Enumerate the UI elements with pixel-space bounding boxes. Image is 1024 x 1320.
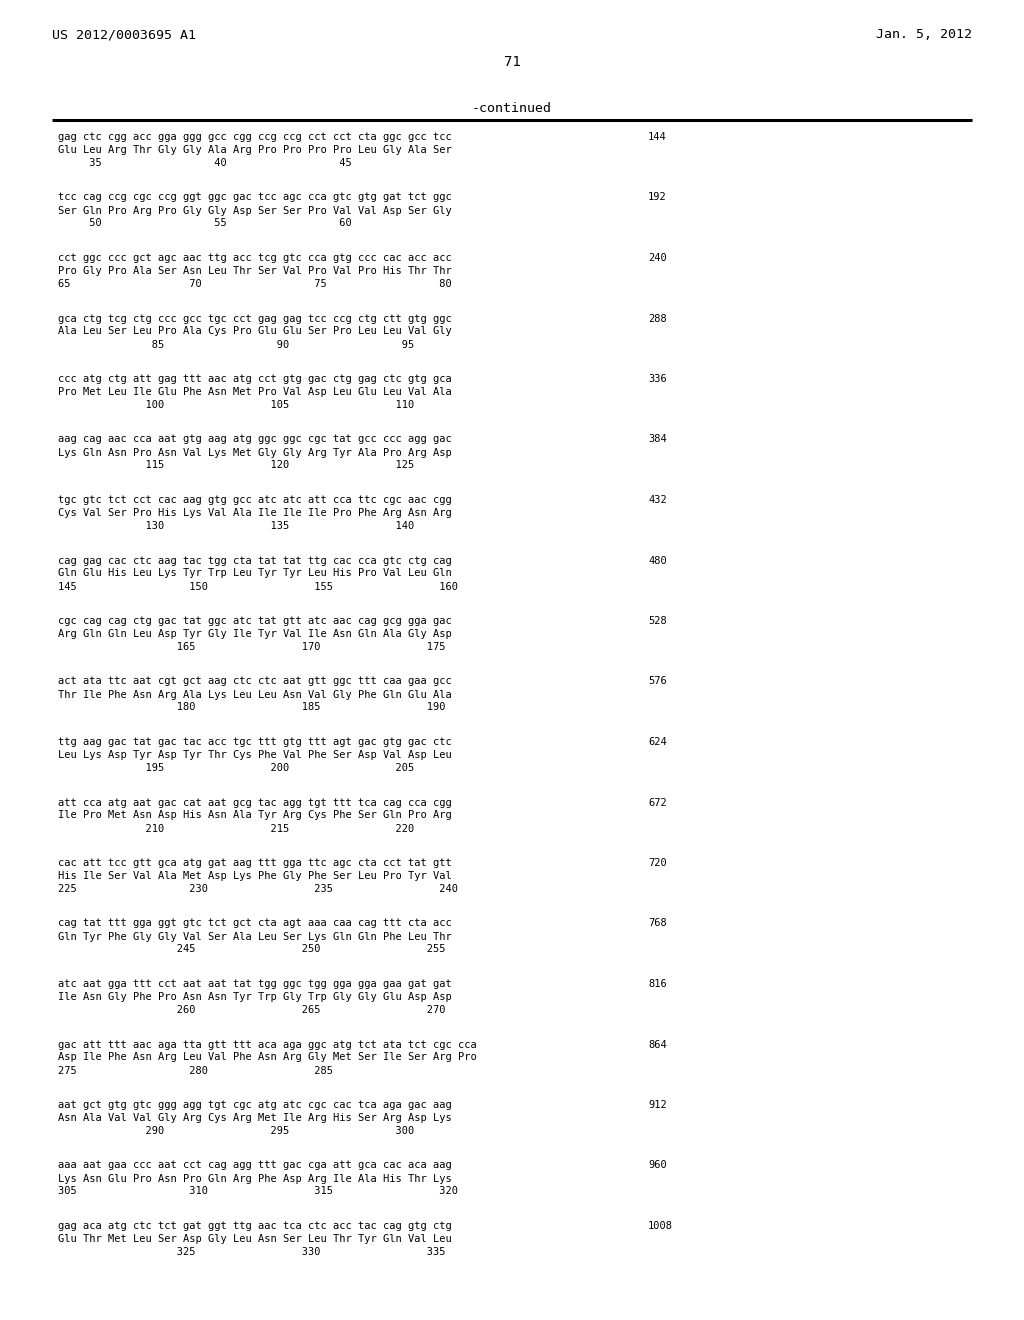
- Text: cag tat ttt gga ggt gtc tct gct cta agt aaa caa cag ttt cta acc: cag tat ttt gga ggt gtc tct gct cta agt …: [58, 919, 452, 928]
- Text: 480: 480: [648, 556, 667, 565]
- Text: cct ggc ccc gct agc aac ttg acc tcg gtc cca gtg ccc cac acc acc: cct ggc ccc gct agc aac ttg acc tcg gtc …: [58, 253, 452, 263]
- Text: Jan. 5, 2012: Jan. 5, 2012: [876, 28, 972, 41]
- Text: Cys Val Ser Pro His Lys Val Ala Ile Ile Ile Pro Phe Arg Asn Arg: Cys Val Ser Pro His Lys Val Ala Ile Ile …: [58, 508, 452, 517]
- Text: gca ctg tcg ctg ccc gcc tgc cct gag gag tcc ccg ctg ctt gtg ggc: gca ctg tcg ctg ccc gcc tgc cct gag gag …: [58, 314, 452, 323]
- Text: 432: 432: [648, 495, 667, 506]
- Text: 210                 215                 220: 210 215 220: [58, 824, 415, 833]
- Text: 720: 720: [648, 858, 667, 869]
- Text: 192: 192: [648, 193, 667, 202]
- Text: 115                 120                 125: 115 120 125: [58, 461, 415, 470]
- Text: 195                 200                 205: 195 200 205: [58, 763, 415, 774]
- Text: Glu Thr Met Leu Ser Asp Gly Leu Asn Ser Leu Thr Tyr Gln Val Leu: Glu Thr Met Leu Ser Asp Gly Leu Asn Ser …: [58, 1234, 452, 1243]
- Text: att cca atg aat gac cat aat gcg tac agg tgt ttt tca cag cca cgg: att cca atg aat gac cat aat gcg tac agg …: [58, 797, 452, 808]
- Text: cgc cag cag ctg gac tat ggc atc tat gtt atc aac cag gcg gga gac: cgc cag cag ctg gac tat ggc atc tat gtt …: [58, 616, 452, 626]
- Text: Arg Gln Gln Leu Asp Tyr Gly Ile Tyr Val Ile Asn Gln Ala Gly Asp: Arg Gln Gln Leu Asp Tyr Gly Ile Tyr Val …: [58, 630, 452, 639]
- Text: 336: 336: [648, 374, 667, 384]
- Text: cac att tcc gtt gca atg gat aag ttt gga ttc agc cta cct tat gtt: cac att tcc gtt gca atg gat aag ttt gga …: [58, 858, 452, 869]
- Text: 816: 816: [648, 979, 667, 989]
- Text: 71: 71: [504, 55, 520, 69]
- Text: Thr Ile Phe Asn Arg Ala Lys Leu Leu Asn Val Gly Phe Gln Glu Ala: Thr Ile Phe Asn Arg Ala Lys Leu Leu Asn …: [58, 689, 452, 700]
- Text: Ile Asn Gly Phe Pro Asn Asn Tyr Trp Gly Trp Gly Gly Glu Asp Asp: Ile Asn Gly Phe Pro Asn Asn Tyr Trp Gly …: [58, 993, 452, 1002]
- Text: Gln Glu His Leu Lys Tyr Trp Leu Tyr Tyr Leu His Pro Val Leu Gln: Gln Glu His Leu Lys Tyr Trp Leu Tyr Tyr …: [58, 569, 452, 578]
- Text: Gln Tyr Phe Gly Gly Val Ser Ala Leu Ser Lys Gln Gln Phe Leu Thr: Gln Tyr Phe Gly Gly Val Ser Ala Leu Ser …: [58, 932, 452, 941]
- Text: 275                  280                 285: 275 280 285: [58, 1065, 333, 1076]
- Text: 384: 384: [648, 434, 667, 445]
- Text: gac att ttt aac aga tta gtt ttt aca aga ggc atg tct ata tct cgc cca: gac att ttt aac aga tta gtt ttt aca aga …: [58, 1040, 477, 1049]
- Text: aaa aat gaa ccc aat cct cag agg ttt gac cga att gca cac aca aag: aaa aat gaa ccc aat cct cag agg ttt gac …: [58, 1160, 452, 1171]
- Text: 100                 105                 110: 100 105 110: [58, 400, 415, 411]
- Text: 576: 576: [648, 676, 667, 686]
- Text: 290                 295                 300: 290 295 300: [58, 1126, 415, 1137]
- Text: 145                  150                 155                 160: 145 150 155 160: [58, 582, 458, 591]
- Text: Ile Pro Met Asn Asp His Asn Ala Tyr Arg Cys Phe Ser Gln Pro Arg: Ile Pro Met Asn Asp His Asn Ala Tyr Arg …: [58, 810, 452, 821]
- Text: Asp Ile Phe Asn Arg Leu Val Phe Asn Arg Gly Met Ser Ile Ser Arg Pro: Asp Ile Phe Asn Arg Leu Val Phe Asn Arg …: [58, 1052, 477, 1063]
- Text: 288: 288: [648, 314, 667, 323]
- Text: Lys Gln Asn Pro Asn Val Lys Met Gly Gly Arg Tyr Ala Pro Arg Asp: Lys Gln Asn Pro Asn Val Lys Met Gly Gly …: [58, 447, 452, 458]
- Text: gag ctc cgg acc gga ggg gcc cgg ccg ccg cct cct cta ggc gcc tcc: gag ctc cgg acc gga ggg gcc cgg ccg ccg …: [58, 132, 452, 143]
- Text: 528: 528: [648, 616, 667, 626]
- Text: 768: 768: [648, 919, 667, 928]
- Text: 912: 912: [648, 1100, 667, 1110]
- Text: Pro Met Leu Ile Glu Phe Asn Met Pro Val Asp Leu Glu Leu Val Ala: Pro Met Leu Ile Glu Phe Asn Met Pro Val …: [58, 387, 452, 397]
- Text: ttg aag gac tat gac tac acc tgc ttt gtg ttt agt gac gtg gac ctc: ttg aag gac tat gac tac acc tgc ttt gtg …: [58, 737, 452, 747]
- Text: 65                   70                  75                  80: 65 70 75 80: [58, 279, 452, 289]
- Text: ccc atg ctg att gag ttt aac atg cct gtg gac ctg gag ctc gtg gca: ccc atg ctg att gag ttt aac atg cct gtg …: [58, 374, 452, 384]
- Text: 85                  90                  95: 85 90 95: [58, 339, 415, 350]
- Text: 1008: 1008: [648, 1221, 673, 1232]
- Text: 50                  55                  60: 50 55 60: [58, 219, 352, 228]
- Text: Lys Asn Glu Pro Asn Pro Gln Arg Phe Asp Arg Ile Ala His Thr Lys: Lys Asn Glu Pro Asn Pro Gln Arg Phe Asp …: [58, 1173, 452, 1184]
- Text: 672: 672: [648, 797, 667, 808]
- Text: 260                 265                 270: 260 265 270: [58, 1005, 445, 1015]
- Text: 624: 624: [648, 737, 667, 747]
- Text: 864: 864: [648, 1040, 667, 1049]
- Text: Pro Gly Pro Ala Ser Asn Leu Thr Ser Val Pro Val Pro His Thr Thr: Pro Gly Pro Ala Ser Asn Leu Thr Ser Val …: [58, 267, 452, 276]
- Text: His Ile Ser Val Ala Met Asp Lys Phe Gly Phe Ser Leu Pro Tyr Val: His Ile Ser Val Ala Met Asp Lys Phe Gly …: [58, 871, 452, 880]
- Text: 144: 144: [648, 132, 667, 143]
- Text: 305                  310                 315                 320: 305 310 315 320: [58, 1187, 458, 1196]
- Text: tcc cag ccg cgc ccg ggt ggc gac tcc agc cca gtc gtg gat tct ggc: tcc cag ccg cgc ccg ggt ggc gac tcc agc …: [58, 193, 452, 202]
- Text: cag gag cac ctc aag tac tgg cta tat tat ttg cac cca gtc ctg cag: cag gag cac ctc aag tac tgg cta tat tat …: [58, 556, 452, 565]
- Text: -continued: -continued: [472, 102, 552, 115]
- Text: Leu Lys Asp Tyr Asp Tyr Thr Cys Phe Val Phe Ser Asp Val Asp Leu: Leu Lys Asp Tyr Asp Tyr Thr Cys Phe Val …: [58, 750, 452, 760]
- Text: Ala Leu Ser Leu Pro Ala Cys Pro Glu Glu Ser Pro Leu Leu Val Gly: Ala Leu Ser Leu Pro Ala Cys Pro Glu Glu …: [58, 326, 452, 337]
- Text: 130                 135                 140: 130 135 140: [58, 521, 415, 531]
- Text: 180                 185                 190: 180 185 190: [58, 702, 445, 713]
- Text: Ser Gln Pro Arg Pro Gly Gly Asp Ser Ser Pro Val Val Asp Ser Gly: Ser Gln Pro Arg Pro Gly Gly Asp Ser Ser …: [58, 206, 452, 215]
- Text: aag cag aac cca aat gtg aag atg ggc ggc cgc tat gcc ccc agg gac: aag cag aac cca aat gtg aag atg ggc ggc …: [58, 434, 452, 445]
- Text: 225                  230                 235                 240: 225 230 235 240: [58, 884, 458, 894]
- Text: 325                 330                 335: 325 330 335: [58, 1247, 445, 1257]
- Text: 165                 170                 175: 165 170 175: [58, 642, 445, 652]
- Text: 960: 960: [648, 1160, 667, 1171]
- Text: US 2012/0003695 A1: US 2012/0003695 A1: [52, 28, 196, 41]
- Text: 245                 250                 255: 245 250 255: [58, 945, 445, 954]
- Text: aat gct gtg gtc ggg agg tgt cgc atg atc cgc cac tca aga gac aag: aat gct gtg gtc ggg agg tgt cgc atg atc …: [58, 1100, 452, 1110]
- Text: 240: 240: [648, 253, 667, 263]
- Text: Asn Ala Val Val Gly Arg Cys Arg Met Ile Arg His Ser Arg Asp Lys: Asn Ala Val Val Gly Arg Cys Arg Met Ile …: [58, 1113, 452, 1123]
- Text: 35                  40                  45: 35 40 45: [58, 158, 352, 168]
- Text: Glu Leu Arg Thr Gly Gly Ala Arg Pro Pro Pro Pro Leu Gly Ala Ser: Glu Leu Arg Thr Gly Gly Ala Arg Pro Pro …: [58, 145, 452, 154]
- Text: tgc gtc tct cct cac aag gtg gcc atc atc att cca ttc cgc aac cgg: tgc gtc tct cct cac aag gtg gcc atc atc …: [58, 495, 452, 506]
- Text: gag aca atg ctc tct gat ggt ttg aac tca ctc acc tac cag gtg ctg: gag aca atg ctc tct gat ggt ttg aac tca …: [58, 1221, 452, 1232]
- Text: act ata ttc aat cgt gct aag ctc ctc aat gtt ggc ttt caa gaa gcc: act ata ttc aat cgt gct aag ctc ctc aat …: [58, 676, 452, 686]
- Text: atc aat gga ttt cct aat aat tat tgg ggc tgg gga gga gaa gat gat: atc aat gga ttt cct aat aat tat tgg ggc …: [58, 979, 452, 989]
